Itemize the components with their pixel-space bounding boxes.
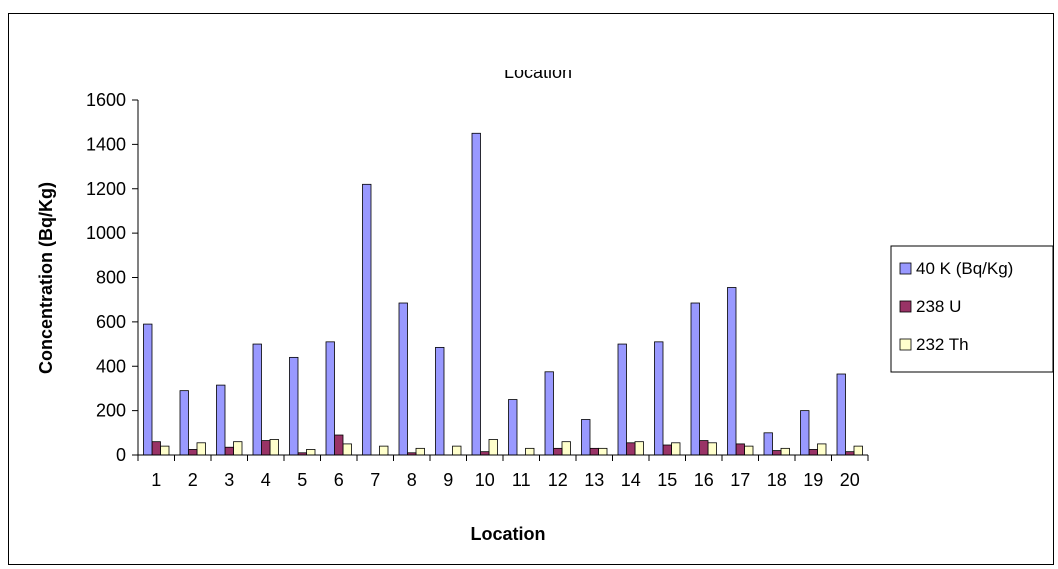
x-tick-label: 4 [261, 470, 271, 490]
bar [289, 356, 299, 456]
bar [452, 445, 462, 456]
bar [581, 419, 591, 456]
bar [488, 439, 498, 456]
bar [252, 343, 262, 456]
x-tick-label: 3 [224, 470, 234, 490]
bar [143, 323, 153, 456]
bar [306, 449, 316, 456]
bar [744, 445, 754, 456]
bar [598, 447, 608, 456]
x-tick-label: 6 [334, 470, 344, 490]
bar [699, 440, 709, 456]
bar [160, 445, 170, 456]
bar [362, 183, 372, 456]
bar [261, 440, 271, 456]
bar [780, 447, 790, 456]
bar [853, 445, 863, 456]
bar [398, 302, 408, 456]
x-tick-label: 8 [407, 470, 417, 490]
bar [415, 447, 425, 456]
bar [179, 390, 189, 456]
x-tick-label: 18 [767, 470, 787, 490]
bar [763, 432, 773, 456]
chart-frame [8, 13, 1054, 565]
bar [654, 341, 664, 456]
bar [224, 446, 234, 456]
legend-label: 238 U [916, 297, 961, 316]
bar [188, 449, 198, 456]
legend-swatch [899, 338, 912, 351]
chart-title: Location [504, 62, 572, 82]
bar [196, 442, 206, 456]
bar [525, 447, 535, 456]
x-tick-label: 12 [548, 470, 568, 490]
bar [617, 343, 627, 456]
bar [508, 399, 518, 456]
legend-swatch [899, 262, 912, 275]
bar [772, 450, 782, 456]
y-tick-label: 1000 [86, 223, 126, 243]
bar [817, 443, 827, 456]
bar [671, 442, 681, 456]
legend-box [890, 245, 1054, 373]
x-tick-label: 19 [803, 470, 823, 490]
x-tick-label: 10 [475, 470, 495, 490]
bar [808, 449, 818, 456]
bar [216, 384, 226, 456]
bar [662, 444, 672, 456]
bar [471, 132, 481, 456]
x-axis-title: Location [471, 524, 546, 544]
y-tick-label: 400 [96, 356, 126, 376]
x-tick-label: 5 [297, 470, 307, 490]
bar [269, 439, 279, 456]
bar [634, 441, 644, 456]
y-tick-label: 1400 [86, 134, 126, 154]
y-tick-label: 200 [96, 401, 126, 421]
x-tick-label: 11 [512, 470, 531, 490]
y-tick-label: 800 [96, 268, 126, 288]
bar [690, 302, 700, 456]
bar [379, 445, 389, 456]
bar [553, 447, 563, 456]
legend-label: 232 Th [916, 335, 969, 354]
bar [233, 441, 243, 456]
bar [334, 434, 344, 456]
bar [589, 447, 599, 456]
x-tick-label: 16 [694, 470, 714, 490]
legend: 40 K (Bq/Kg) 238 U 232 Th [890, 245, 1054, 373]
x-tick-label: 7 [370, 470, 380, 490]
bar [325, 341, 335, 456]
y-tick-label: 600 [96, 312, 126, 332]
x-tick-label: 13 [584, 470, 604, 490]
x-tick-label: 1 [151, 470, 161, 490]
x-tick-label: 20 [840, 470, 860, 490]
bar [626, 442, 636, 456]
x-tick-label: 2 [188, 470, 198, 490]
y-tick-label: 0 [116, 445, 126, 465]
bar [735, 443, 745, 456]
bar [800, 410, 810, 456]
legend-swatch [899, 300, 912, 313]
bar [727, 287, 737, 456]
y-tick-label: 1600 [86, 90, 126, 110]
x-tick-label: 17 [730, 470, 750, 490]
bar [151, 441, 161, 456]
legend-label: 40 K (Bq/Kg) [916, 259, 1013, 278]
y-axis-title: Concentration (Bq/Kg) [36, 182, 56, 374]
x-tick-label: 14 [621, 470, 641, 490]
bar [342, 443, 352, 456]
bar [544, 371, 554, 456]
bar [561, 441, 571, 456]
bar [435, 346, 445, 456]
bar [836, 373, 846, 456]
x-tick-label: 15 [657, 470, 677, 490]
y-tick-label: 1200 [86, 179, 126, 199]
bar [707, 442, 717, 456]
x-tick-label: 9 [443, 470, 453, 490]
